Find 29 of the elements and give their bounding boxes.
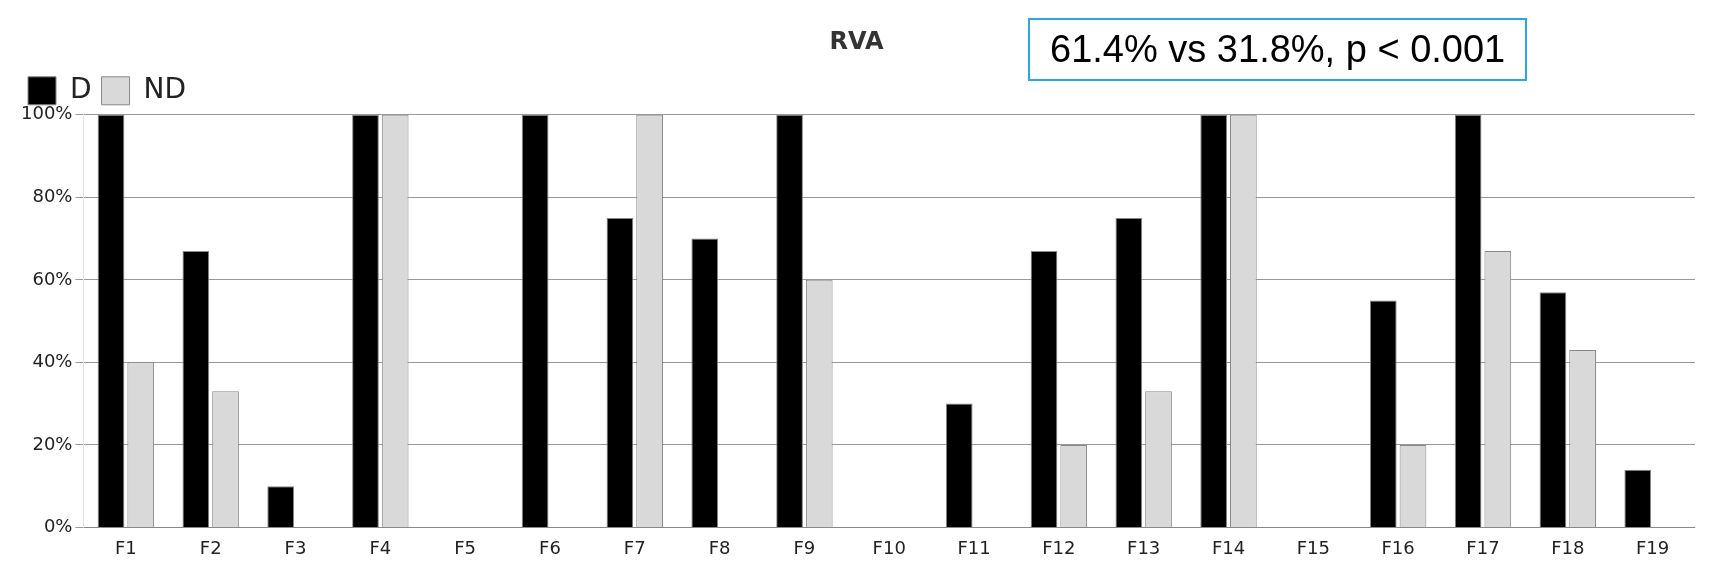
x-tick-label: F16 [1381,536,1415,558]
x-tick-label: F4 [369,536,392,558]
legend-label: ND [143,72,187,106]
text: 61.4% vs 31.8%, p < 0.001 [1028,18,1528,81]
x-tick-label: F3 [284,536,307,558]
y-tick-label: 40% [32,350,73,372]
x-tick-label: F9 [793,536,816,558]
x-tick-label: F5 [454,536,477,558]
legend-label: D [70,72,92,106]
y-tick-label: 20% [32,432,73,454]
chart-title: RVA [829,26,884,55]
x-tick-label: F8 [708,536,731,558]
y-tick-label: 80% [32,184,73,206]
x-tick-label: F15 [1296,536,1330,558]
x-tick-label: F17 [1466,536,1500,558]
x-tick-label: F6 [539,536,561,558]
x-tick-label: F19 [1635,536,1670,558]
y-tick-label: 100% [20,102,73,124]
y-tick-label: 0% [43,515,73,537]
x-tick-label: F12 [1042,536,1076,558]
x-tick-label: F1 [114,536,137,558]
x-tick-label: F10 [872,536,906,558]
x-tick-label: F13 [1127,536,1161,558]
x-tick-label: F7 [623,536,646,558]
x-tick-label: F18 [1551,536,1585,558]
y-tick-label: 60% [32,267,73,289]
x-tick-label: F14 [1211,536,1246,558]
x-tick-label: F2 [199,536,222,558]
x-tick-label: F11 [957,536,991,558]
